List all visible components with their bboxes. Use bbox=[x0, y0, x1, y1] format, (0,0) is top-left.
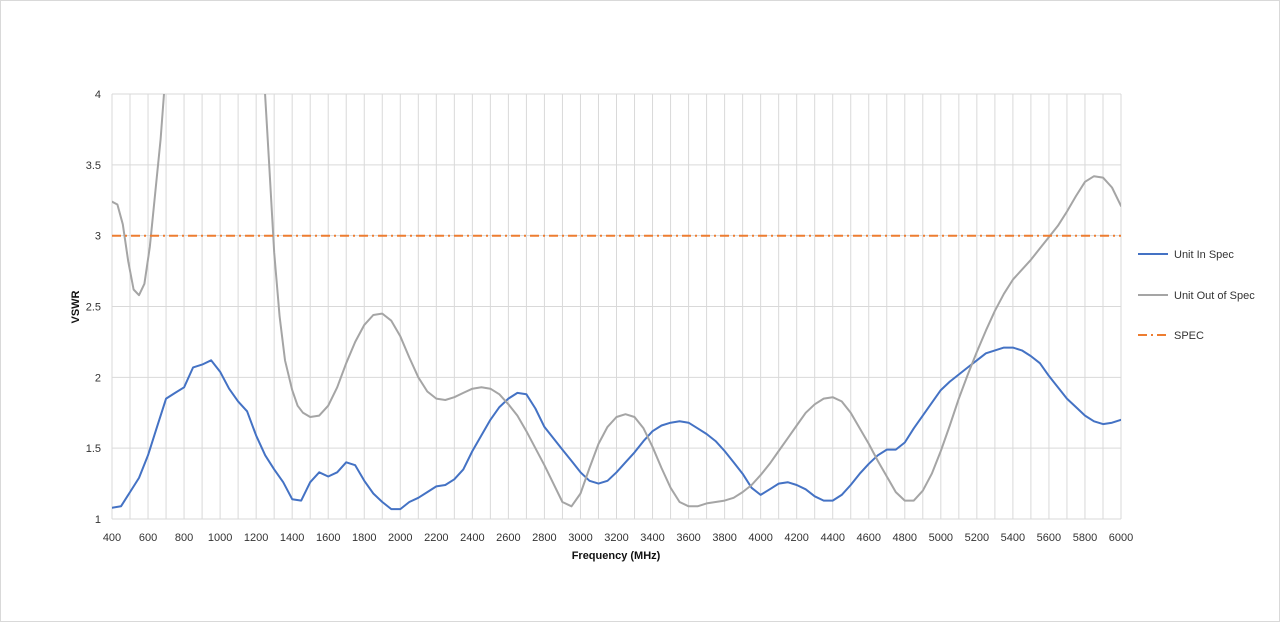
x-tick-label: 5600 bbox=[1037, 532, 1061, 544]
x-tick-label: 600 bbox=[139, 532, 157, 544]
y-tick-label: 1 bbox=[95, 514, 101, 526]
legend-label: SPEC bbox=[1174, 330, 1204, 342]
x-tick-label: 6000 bbox=[1109, 532, 1133, 544]
y-tick-label: 3 bbox=[95, 231, 101, 243]
x-tick-label: 800 bbox=[175, 532, 193, 544]
series-line-unit-out-of-spec bbox=[112, 94, 1121, 508]
y-tick-label: 2 bbox=[95, 372, 101, 384]
x-tick-label: 5200 bbox=[965, 532, 989, 544]
x-tick-label: 5800 bbox=[1073, 532, 1097, 544]
x-tick-label: 4000 bbox=[748, 532, 772, 544]
x-tick-label: 1800 bbox=[352, 532, 376, 544]
x-tick-label: 1200 bbox=[244, 532, 268, 544]
x-tick-label: 3000 bbox=[568, 532, 592, 544]
x-tick-label: 4800 bbox=[893, 532, 917, 544]
x-axis-title: Frequency (MHz) bbox=[572, 550, 661, 562]
x-tick-label: 5000 bbox=[929, 532, 953, 544]
x-tick-label: 4200 bbox=[784, 532, 808, 544]
legend: Unit In Spec Unit Out of Spec SPEC bbox=[1138, 249, 1255, 342]
x-tick-label: 1000 bbox=[208, 532, 232, 544]
x-tick-label: 2000 bbox=[388, 532, 412, 544]
x-tick-label: 5400 bbox=[1001, 532, 1025, 544]
x-tick-label: 3800 bbox=[712, 532, 736, 544]
x-tick-label: 3600 bbox=[676, 532, 700, 544]
y-tick-label: 1.5 bbox=[86, 443, 101, 455]
y-axis-title: VSWR bbox=[70, 290, 82, 323]
x-tick-label: 4600 bbox=[857, 532, 881, 544]
y-tick-label: 4 bbox=[95, 89, 101, 101]
x-tick-label: 2800 bbox=[532, 532, 556, 544]
gridlines bbox=[111, 93, 1122, 520]
x-tick-label: 2200 bbox=[424, 532, 448, 544]
y-tick-label: 2.5 bbox=[86, 302, 101, 314]
x-tick-label: 400 bbox=[103, 532, 121, 544]
y-tick-label: 3.5 bbox=[86, 160, 101, 172]
x-tick-label: 3200 bbox=[604, 532, 628, 544]
legend-label: Unit In Spec bbox=[1174, 249, 1234, 261]
series-group bbox=[112, 94, 1121, 511]
legend-label: Unit Out of Spec bbox=[1174, 290, 1255, 302]
x-tick-label: 1600 bbox=[316, 532, 340, 544]
x-axis-ticks: 400 600 800 1000 1200 1400 1600 1800 2000 2200 240… bbox=[103, 532, 1133, 544]
series-line-unit-in-spec bbox=[112, 346, 1121, 511]
y-axis-ticks: 1 1.5 2 2.5 3 3.5 4 bbox=[86, 89, 101, 526]
x-tick-label: 1400 bbox=[280, 532, 304, 544]
x-tick-label: 2400 bbox=[460, 532, 484, 544]
x-tick-label: 3400 bbox=[640, 532, 664, 544]
x-tick-label: 2600 bbox=[496, 532, 520, 544]
x-tick-label: 4400 bbox=[820, 532, 844, 544]
